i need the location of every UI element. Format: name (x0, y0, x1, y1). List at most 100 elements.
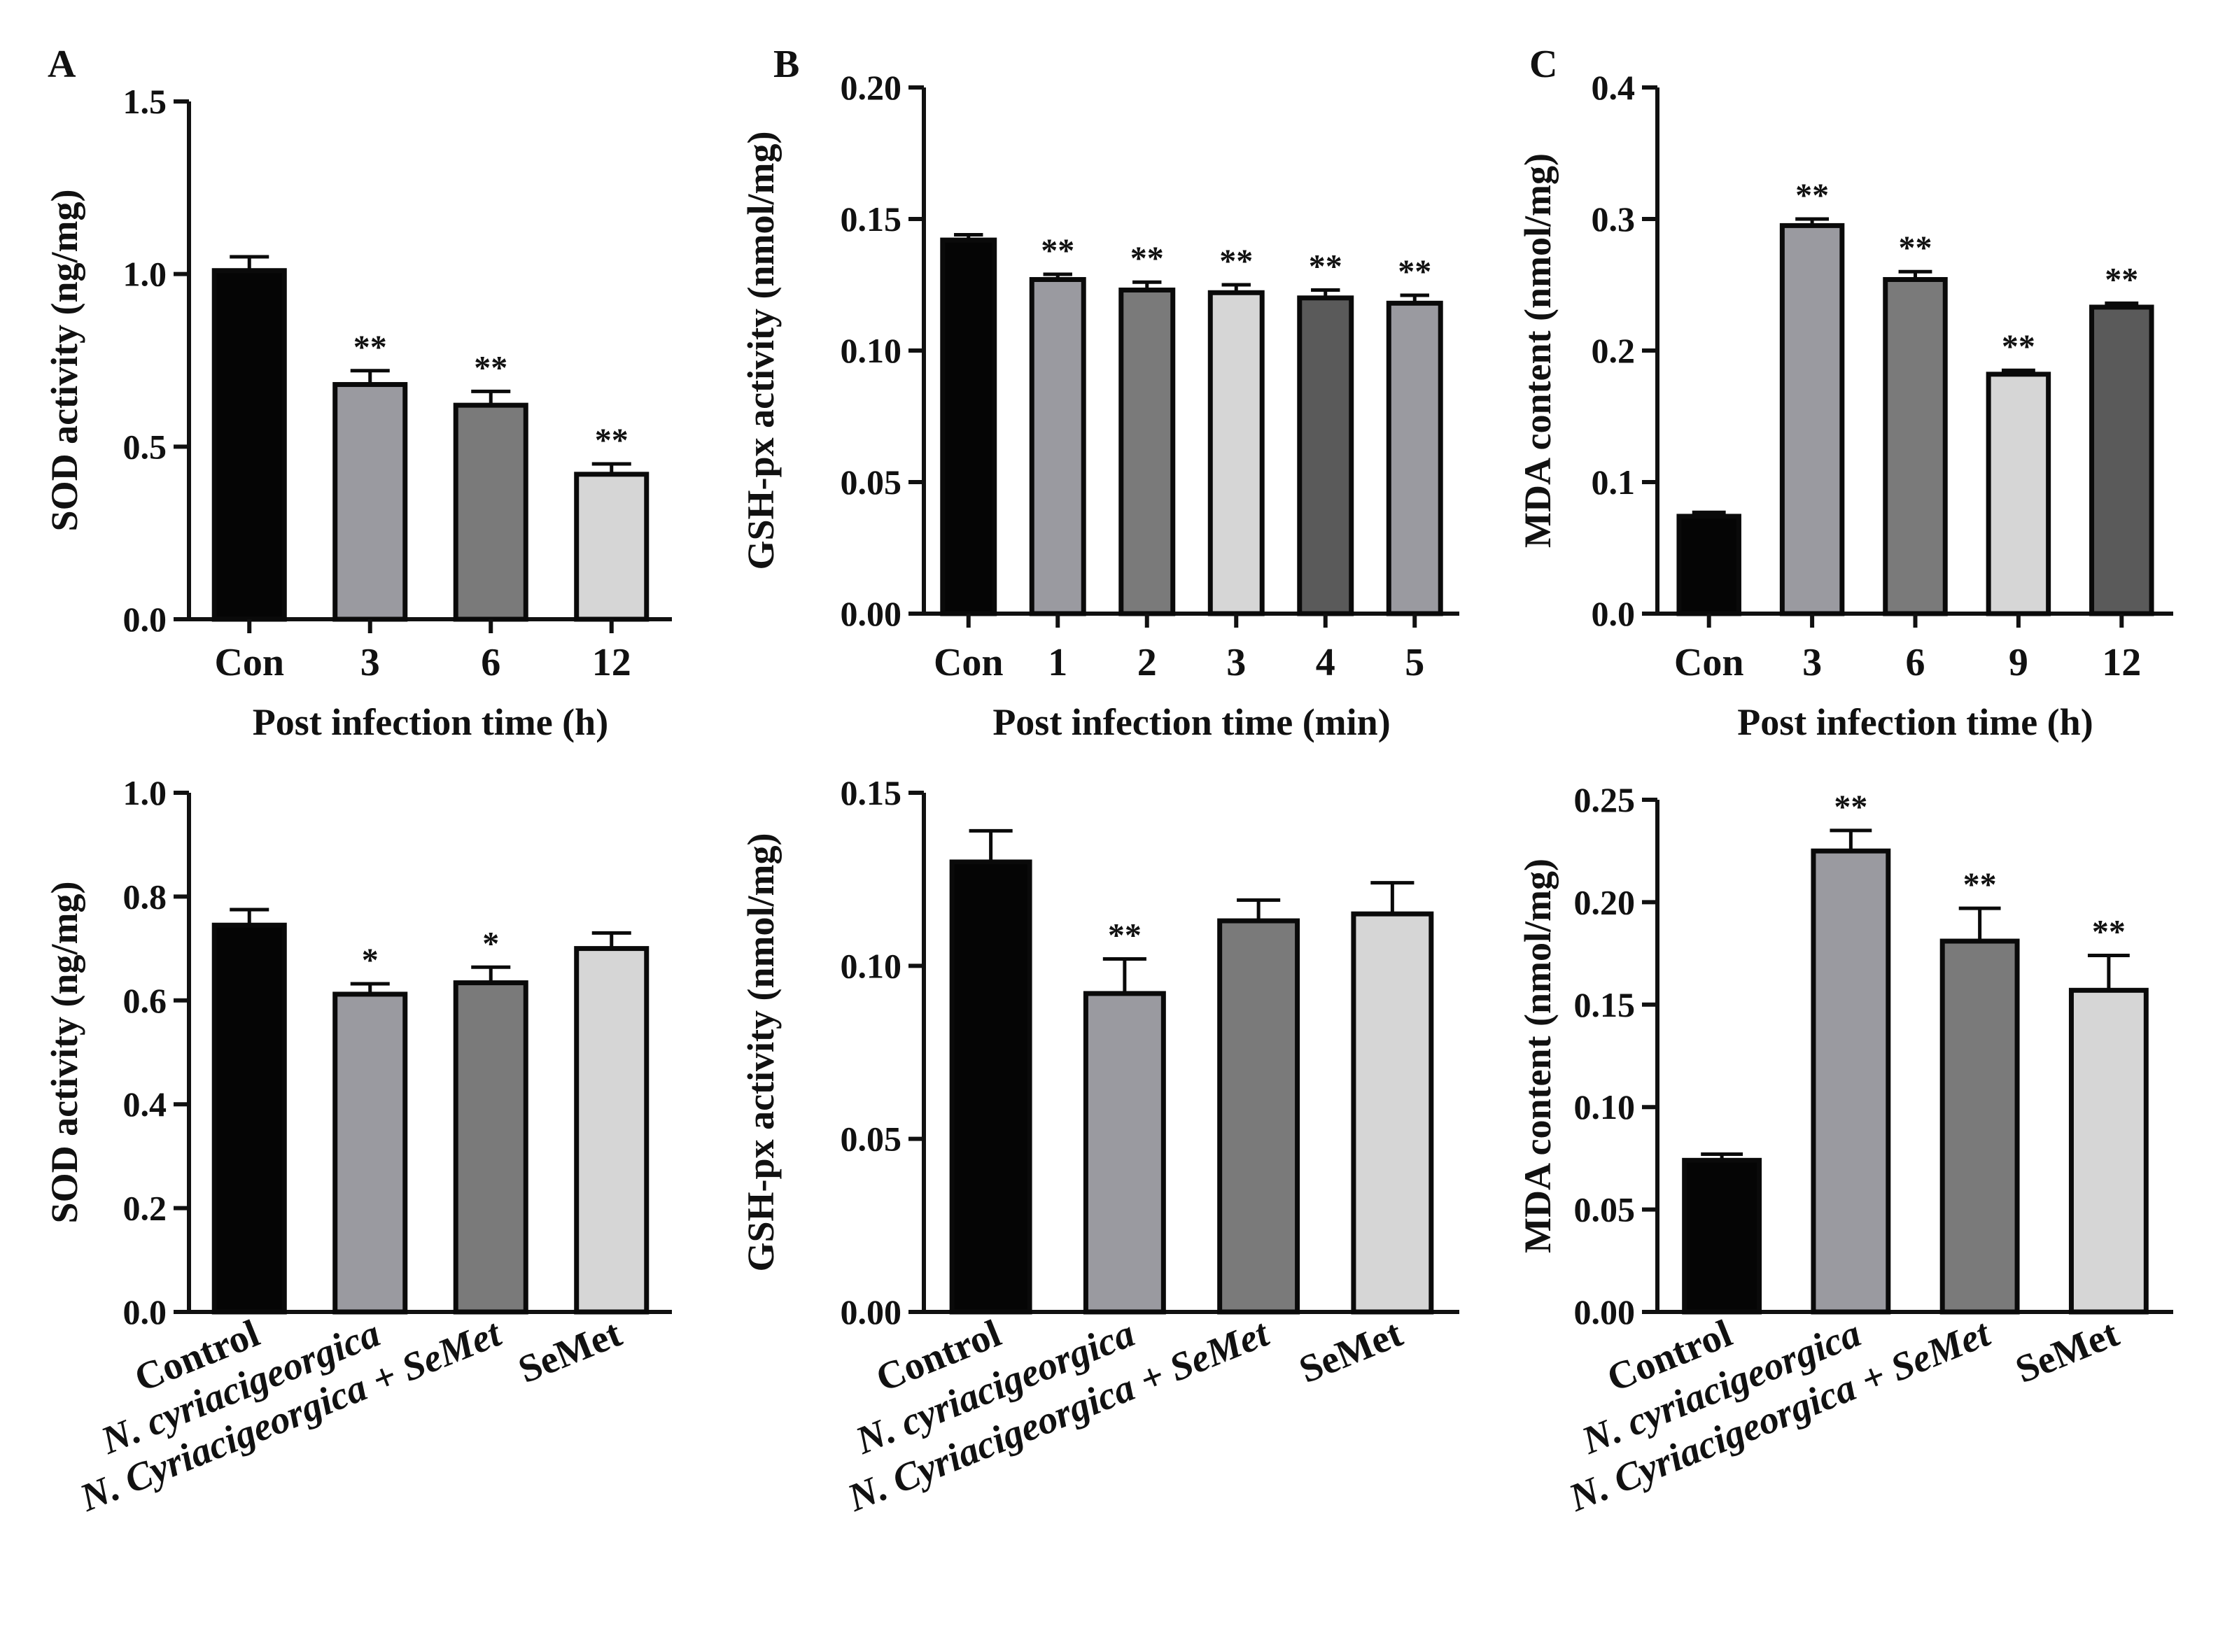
y-axis-title: SOD activity (ng/mg) (43, 190, 85, 532)
y-tick-label: 0.3 (1592, 199, 1636, 239)
x-category-label: 12 (2102, 641, 2141, 684)
significance-label: ** (1963, 866, 1997, 903)
significance-label: ** (2092, 914, 2126, 951)
bar (1986, 372, 2051, 616)
y-axis-title: MDA content (nmol/mg) (1517, 153, 1559, 548)
significance-label: ** (1108, 917, 1142, 954)
y-tick-label: 0.10 (841, 946, 902, 985)
significance-label: ** (474, 349, 507, 386)
x-category-label: Con (934, 641, 1004, 684)
x-axis-title: Post infection time (min) (992, 701, 1390, 743)
panel-c-bottom: 0.00 0.05 0.10 0.15 0.20 0.25 MDA content (nmo… (1517, 780, 2173, 1520)
y-tick-label: 0.8 (123, 877, 167, 916)
y-tick-label: 0.4 (1592, 68, 1636, 107)
y-tick-label: 0.05 (841, 463, 902, 502)
significance-label: * (362, 942, 379, 979)
x-axis-title: Post infection time (h) (253, 701, 608, 743)
bar (949, 859, 1032, 1315)
bar (1811, 848, 1891, 1315)
bar (211, 922, 287, 1315)
y-tick-label: 1.0 (123, 255, 167, 294)
significance-label: ** (1219, 243, 1253, 280)
panel-letter: A (48, 43, 76, 86)
x-category-label: 3 (360, 641, 380, 684)
y-tick-label: 0.05 (1574, 1190, 1636, 1229)
x-category-label: 2 (1137, 641, 1157, 684)
y-tick-label: 1.0 (123, 773, 167, 812)
y-tick-label: 0.2 (1592, 331, 1636, 370)
bar (1676, 514, 1741, 616)
y-tick-label: 0.5 (123, 427, 167, 466)
y-tick-label: 0.0 (123, 1292, 167, 1332)
y-tick-label: 0.00 (841, 1292, 902, 1332)
panel-letter: C (1529, 43, 1557, 86)
y-tick-label: 0.00 (841, 594, 902, 633)
panel-b-bottom: 0.00 0.05 0.10 0.15 GSH-px activity (nmol/mg… (740, 773, 1459, 1520)
y-tick-label: 0.0 (123, 600, 167, 639)
y-tick-label: 0.00 (1574, 1292, 1636, 1332)
y-tick-label: 0.10 (1574, 1087, 1636, 1127)
significance-label: ** (2002, 328, 2035, 365)
bar (574, 946, 650, 1315)
y-tick-label: 0.2 (123, 1189, 167, 1228)
y-tick-label: 0.20 (1574, 882, 1636, 922)
significance-label: ** (1834, 789, 1867, 826)
bar (2089, 304, 2154, 616)
bar (574, 472, 650, 622)
bar (1883, 276, 1948, 616)
x-category-label: 3 (1226, 641, 1246, 684)
significance-label: ** (595, 422, 629, 459)
x-category-label: 12 (592, 641, 631, 684)
bar (1779, 223, 1845, 616)
x-category-label: Con (1674, 641, 1744, 684)
y-tick-label: 0.10 (841, 331, 902, 370)
x-category-label: 4 (1316, 641, 1335, 684)
bar (1386, 300, 1443, 616)
y-axis-title: SOD activity (ng/mg) (43, 882, 85, 1224)
y-tick-label: 0.15 (1574, 985, 1636, 1024)
significance-label: ** (1130, 240, 1164, 277)
bar (453, 980, 528, 1315)
bar (332, 991, 408, 1315)
y-tick-label: 0.0 (1592, 594, 1636, 633)
y-tick-label: 0.25 (1574, 780, 1636, 819)
bar (1083, 991, 1166, 1315)
bar (211, 268, 287, 622)
x-category-label: Con (214, 641, 284, 684)
bar (453, 402, 528, 622)
bar (1939, 938, 2020, 1315)
x-axis-title: Post infection time (h) (1737, 701, 2093, 743)
significance-label: ** (353, 329, 387, 366)
bar (1297, 295, 1354, 616)
significance-label: ** (1309, 248, 1342, 285)
significance-label: ** (1041, 232, 1074, 269)
bar (940, 237, 997, 616)
x-category-label: SeMet (512, 1311, 628, 1392)
bar (1029, 276, 1086, 616)
y-axis-title: GSH-px activity (nmol/mg) (740, 833, 782, 1272)
y-tick-label: 0.1 (1592, 463, 1636, 502)
y-tick-label: 0.15 (841, 199, 902, 239)
y-tick-label: 0.05 (841, 1120, 902, 1159)
bar (1118, 288, 1176, 616)
y-axis-title: GSH-px activity (nmol/mg) (740, 132, 782, 570)
bar (1217, 918, 1300, 1315)
x-category-label: 3 (1802, 641, 1822, 684)
bar (2068, 987, 2149, 1315)
significance-label: ** (2105, 261, 2138, 298)
y-tick-label: 0.6 (123, 981, 167, 1020)
x-category-label: 6 (1906, 641, 1925, 684)
bar (1207, 290, 1265, 616)
x-category-label: SeMet (2009, 1311, 2125, 1392)
significance-label: ** (1398, 253, 1431, 290)
significance-label: ** (1899, 230, 1932, 267)
panel-letter: B (773, 43, 799, 86)
x-category-label: 6 (481, 641, 500, 684)
y-tick-label: 0.15 (841, 773, 902, 812)
significance-label: * (482, 925, 499, 962)
x-category-label: SeMet (1293, 1311, 1409, 1392)
bar (1682, 1157, 1762, 1315)
x-category-label: 9 (2009, 641, 2028, 684)
